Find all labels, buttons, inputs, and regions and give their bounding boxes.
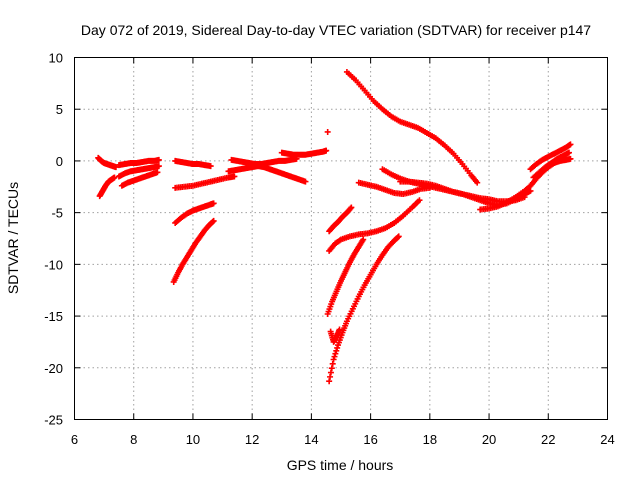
data-point (332, 350, 339, 357)
series-arc-01 (95, 154, 119, 171)
series-arc-09 (170, 217, 217, 285)
y-tick-label: 5 (56, 102, 63, 117)
x-tick-label: 18 (423, 432, 437, 447)
data-point (328, 365, 335, 372)
data-point (347, 205, 354, 212)
y-tick-label: -25 (44, 413, 63, 428)
data-point (394, 234, 401, 241)
data-point (331, 353, 338, 360)
y-tick-label: 0 (56, 154, 63, 169)
y-tick-label: -15 (44, 309, 63, 324)
data-point (207, 163, 214, 170)
axis-ticks: 6 8 10 12 14 16 18 20 22 24 10 5 0 -5 -10 -15 -20 -25 (44, 51, 615, 448)
data-point (527, 187, 534, 194)
y-tick-label: -20 (44, 361, 63, 376)
series-arc-08 (172, 200, 217, 226)
y-tick-label: 10 (49, 51, 63, 66)
data-point (567, 141, 574, 148)
series-arc-03 (115, 156, 162, 169)
data-point (336, 326, 343, 333)
series-arc-16 (326, 233, 402, 385)
data-point (329, 360, 336, 367)
x-tick-label: 10 (186, 432, 200, 447)
data-point (360, 236, 367, 243)
series-arc-10 (225, 163, 309, 185)
grid (74, 57, 608, 420)
series-arc-17 (327, 326, 343, 345)
y-tick-label: -5 (51, 206, 63, 221)
series-arc-20 (379, 166, 528, 205)
data-point (348, 204, 355, 211)
data-point (327, 369, 334, 376)
x-tick-label: 20 (482, 432, 496, 447)
series-arc-23 (527, 141, 574, 173)
data-point (209, 218, 216, 225)
data-point (330, 356, 337, 363)
data-point (327, 373, 334, 380)
data-point (323, 147, 330, 154)
data-point (567, 155, 574, 162)
x-tick-label: 8 (130, 432, 137, 447)
data-point (333, 347, 340, 354)
data-point (566, 149, 573, 156)
series-arc-14 (326, 197, 423, 254)
data-point (154, 169, 161, 176)
x-tick-label: 6 (71, 432, 78, 447)
series-arc-05 (118, 169, 161, 189)
data-point (155, 156, 162, 163)
y-tick-label: -10 (44, 257, 63, 272)
series-arc-02 (96, 174, 118, 200)
data-point (474, 179, 481, 186)
plot-frame (74, 57, 608, 420)
data-point (155, 163, 162, 170)
x-tick-label: 14 (304, 432, 318, 447)
series-arc-15 (324, 236, 367, 318)
series-arc-12 (278, 147, 330, 158)
data-point (210, 200, 217, 207)
series-arc-13 (326, 204, 355, 235)
data-point (334, 344, 341, 351)
series-arc-18 (343, 68, 481, 186)
series-arc-24 (530, 149, 573, 181)
data-point (302, 178, 309, 185)
data-point (111, 174, 118, 181)
data-point (395, 233, 402, 240)
series-arc-11 (228, 155, 300, 168)
series-arc-07 (172, 173, 238, 191)
x-tick-label: 12 (245, 432, 259, 447)
data-point (416, 197, 423, 204)
x-tick-label: 24 (600, 432, 614, 447)
series-isolated (324, 128, 331, 135)
data-points (95, 68, 574, 385)
x-tick-label: 22 (541, 432, 555, 447)
x-axis-label: GPS time / hours (287, 457, 394, 473)
data-point (210, 217, 217, 224)
data-point (324, 128, 331, 135)
series-arc-06 (172, 157, 214, 170)
x-tick-label: 16 (363, 432, 377, 447)
data-point (231, 173, 238, 180)
chart-title: Day 072 of 2019, Sidereal Day-to-day VTE… (81, 22, 591, 38)
data-point (326, 378, 333, 385)
series-arc-04 (115, 163, 162, 180)
y-axis-label: SDTVAR / TECUs (5, 182, 21, 294)
